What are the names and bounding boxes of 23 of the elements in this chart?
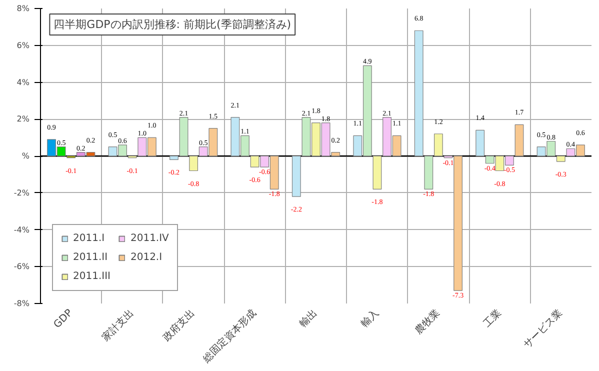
y-tick-label: 8%: [16, 4, 30, 13]
x-tick-label: 農牧業: [412, 306, 442, 337]
x-tick-label: 輸出: [297, 306, 320, 330]
legend-label: 2011.III: [73, 271, 110, 282]
text: 四半期GDPの内訳別推移: 前期比(季節調整済み): [54, 18, 292, 32]
x-tick-label: 総固定資本形成: [200, 306, 259, 366]
y-tick-label: -6%: [14, 262, 30, 272]
x-tick-label: 輸入: [358, 306, 382, 330]
legend-label: 2011.IV: [130, 233, 169, 244]
y-tick-label: 2%: [16, 114, 30, 124]
x-tick-label: 政府支出: [160, 306, 198, 344]
y-tick-label: -8%: [14, 299, 30, 308]
y-tick-label: -4%: [14, 225, 30, 234]
x-tick-label: 工業: [480, 306, 504, 330]
x-tick-label: サービス業: [520, 306, 565, 351]
x-tick-label: 家計支出: [99, 306, 136, 344]
legend-label: 2011.II: [73, 252, 108, 263]
legend-label: 2011.I: [73, 233, 105, 244]
legend-label: 2012.I: [130, 252, 162, 263]
y-tick-label: 6%: [16, 40, 30, 50]
y-tick-label: %: [22, 152, 30, 160]
y-tick-label: -2%: [14, 188, 30, 198]
y-tick-label: 4%: [16, 78, 30, 87]
